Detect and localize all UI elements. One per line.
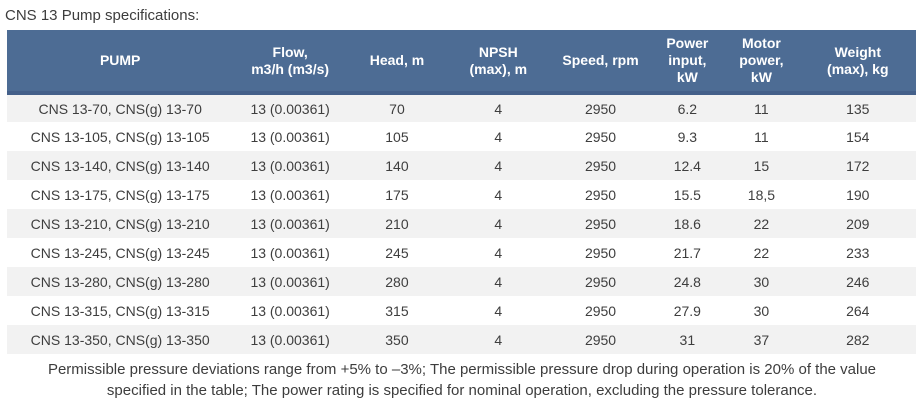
table-row: CNS 13-140, CNS(g) 13-140 13 (0.00361) 140… [7, 151, 916, 180]
cell-speed: 2950 [584, 128, 617, 145]
cell-npsh: 4 [494, 331, 503, 348]
cell-npsh: 4 [494, 128, 503, 145]
cell-flow: 13 (0.00361) [250, 331, 330, 348]
cell-weight: 282 [846, 331, 870, 348]
cell-head: 175 [385, 186, 409, 203]
cell-weight: 246 [846, 273, 870, 290]
cell-weight: 233 [846, 244, 870, 261]
cell-head: 70 [389, 100, 405, 117]
cell-npsh: 4 [494, 186, 503, 203]
cell-head: 140 [385, 157, 409, 174]
cell-flow: 13 (0.00361) [250, 215, 330, 232]
cell-power-input: 9.3 [677, 128, 698, 145]
cell-head: 315 [385, 302, 409, 319]
cell-pump: CNS 13-175, CNS(g) 13-175 [30, 186, 210, 203]
cell-head: 280 [385, 273, 409, 290]
cell-power-input: 21.7 [673, 244, 701, 261]
column-header-speed: Speed, rpm [549, 30, 652, 95]
cell-head: 105 [385, 128, 409, 145]
page-title: CNS 13 Pump specifications: [5, 7, 200, 24]
cell-motor-power: 11 [754, 100, 769, 117]
cell-motor-power: 22 [753, 215, 770, 232]
cell-speed: 2950 [584, 215, 617, 232]
cell-power-input: 31 [679, 331, 696, 348]
cell-weight: 172 [846, 157, 870, 174]
cell-speed: 2950 [584, 302, 617, 319]
cell-weight: 209 [846, 215, 870, 232]
cell-flow: 13 (0.00361) [250, 244, 330, 261]
cell-weight: 190 [846, 186, 870, 203]
cell-speed: 2950 [584, 244, 617, 261]
column-header-head: Head, m [346, 30, 447, 95]
cell-flow: 13 (0.00361) [250, 128, 330, 145]
cell-npsh: 4 [494, 100, 503, 117]
table-row: CNS 13-105, CNS(g) 13-105 13 (0.00361) 105… [7, 122, 916, 151]
cell-pump: CNS 13-70, CNS(g) 13-70 [38, 100, 202, 117]
cell-flow: 13 (0.00361) [250, 186, 330, 203]
cell-speed: 2950 [584, 157, 617, 174]
cell-speed: 2950 [584, 186, 617, 203]
cell-motor-power: 22 [753, 244, 770, 261]
cell-power-input: 6.2 [677, 100, 698, 117]
cell-head: 210 [385, 215, 409, 232]
cell-pump: CNS 13-350, CNS(g) 13-350 [30, 331, 210, 348]
cell-weight: 135 [846, 100, 870, 117]
cell-speed: 2950 [584, 331, 617, 348]
cell-npsh: 4 [494, 302, 503, 319]
table-row: CNS 13-280, CNS(g) 13-280 13 (0.00361) 280… [7, 267, 916, 296]
table-row: CNS 13-70, CNS(g) 13-70 13 (0.00361) 70 4 29… [7, 93, 916, 122]
column-header-npsh: NPSH (max), m [446, 30, 550, 95]
cell-speed: 2950 [584, 100, 617, 117]
table-row: CNS 13-315, CNS(g) 13-315 13 (0.00361) 315… [7, 296, 916, 325]
cell-head: 350 [385, 331, 409, 348]
cell-power-input: 24.8 [673, 273, 701, 290]
cell-speed: 2950 [584, 273, 617, 290]
cell-npsh: 4 [494, 157, 503, 174]
cell-flow: 13 (0.00361) [250, 157, 330, 174]
column-header-pump: PUMP [7, 30, 234, 95]
cell-flow: 13 (0.00361) [250, 100, 330, 117]
cell-power-input: 27.9 [673, 302, 701, 319]
cell-power-input: 18.6 [673, 215, 701, 232]
cell-motor-power: 18,5 [747, 186, 776, 203]
cell-weight: 154 [846, 128, 870, 145]
column-header-weight: Weight (max), kg [799, 30, 916, 95]
table-row: CNS 13-245, CNS(g) 13-245 13 (0.00361) 245… [7, 238, 916, 267]
cell-motor-power: 30 [753, 302, 770, 319]
pump-spec-table: PUMP Flow, m3/h (m3/s) Head, m NPSH (max), … [7, 30, 916, 354]
cell-pump: CNS 13-245, CNS(g) 13-245 [30, 244, 210, 261]
footnote-text: Permissible pressure deviations range fr… [47, 361, 877, 399]
cell-npsh: 4 [494, 244, 503, 261]
cell-pump: CNS 13-315, CNS(g) 13-315 [30, 302, 210, 319]
table-row: CNS 13-350, CNS(g) 13-350 13 (0.00361) 350… [7, 325, 916, 354]
column-header-motor-power: Motor power, kW [723, 30, 800, 95]
cell-npsh: 4 [494, 215, 503, 232]
table-row: CNS 13-175, CNS(g) 13-175 13 (0.00361) 175… [7, 180, 916, 209]
cell-flow: 13 (0.00361) [250, 273, 330, 290]
cell-npsh: 4 [494, 273, 503, 290]
cell-pump: CNS 13-280, CNS(g) 13-280 [30, 273, 210, 290]
column-header-flow: Flow, m3/h (m3/s) [233, 30, 347, 95]
column-header-power-input: Power input, kW [651, 30, 724, 95]
cell-pump: CNS 13-105, CNS(g) 13-105 [30, 128, 210, 145]
cell-weight: 264 [846, 302, 870, 319]
cell-pump: CNS 13-210, CNS(g) 13-210 [30, 215, 210, 232]
cell-pump: CNS 13-140, CNS(g) 13-140 [30, 157, 210, 174]
cell-motor-power: 11 [754, 128, 769, 145]
cell-motor-power: 15 [753, 157, 770, 174]
cell-motor-power: 37 [753, 331, 770, 348]
cell-head: 245 [385, 244, 409, 261]
cell-motor-power: 30 [753, 273, 770, 290]
table-header-row: PUMP Flow, m3/h (m3/s) Head, m NPSH (max), … [7, 30, 916, 95]
cell-power-input: 15.5 [673, 186, 701, 203]
cell-flow: 13 (0.00361) [250, 302, 330, 319]
table-body: CNS 13-70, CNS(g) 13-70 13 (0.00361) 70 4 29… [7, 93, 916, 354]
cell-power-input: 12.4 [673, 157, 701, 174]
table-row: CNS 13-210, CNS(g) 13-210 13 (0.00361) 210… [7, 209, 916, 238]
